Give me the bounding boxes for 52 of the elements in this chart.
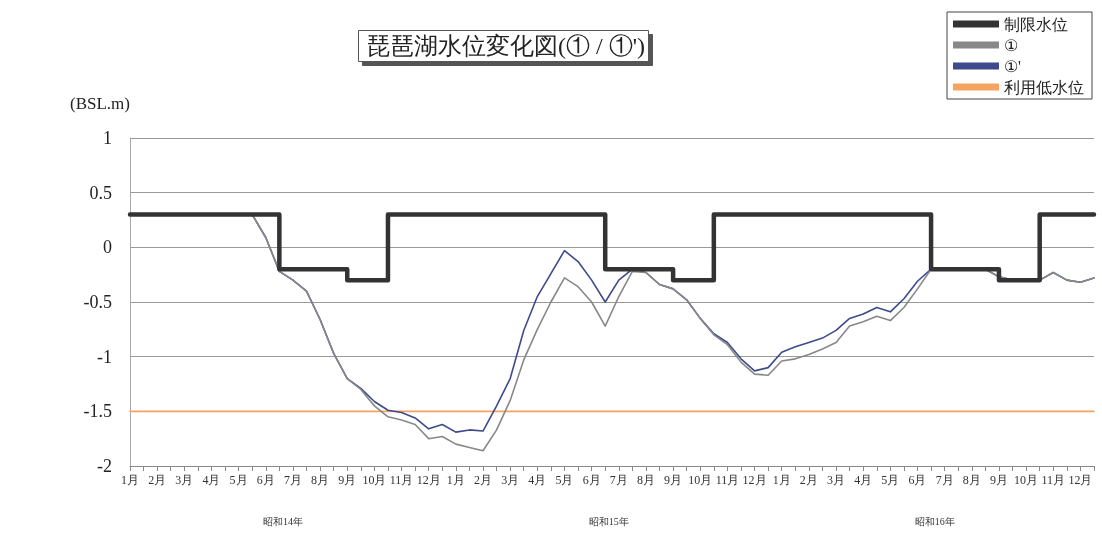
x-tick-label: 12月 bbox=[1068, 473, 1093, 487]
y-axis-title: (BSL.m) bbox=[70, 94, 130, 113]
x-tick-label: 10月 bbox=[1014, 473, 1039, 487]
y-tick-label: -1.5 bbox=[83, 401, 112, 422]
x-tick-label: 6月 bbox=[256, 473, 275, 487]
x-tick-label: 11月 bbox=[389, 473, 414, 487]
y-tick-label: 0 bbox=[103, 237, 112, 258]
legend-label: 利用低水位 bbox=[1004, 78, 1084, 96]
x-tick-label: 4月 bbox=[202, 473, 221, 487]
y-tick-label: -1 bbox=[97, 346, 112, 367]
x-tick-label: 4月 bbox=[528, 473, 547, 487]
y-tick-label: -2 bbox=[97, 456, 112, 476]
x-tick-label: 5月 bbox=[881, 473, 900, 487]
x-tick-label: 6月 bbox=[582, 473, 601, 487]
x-tick-label: 7月 bbox=[283, 473, 302, 487]
x-tick-label: 7月 bbox=[609, 473, 628, 487]
x-tick-label: 3月 bbox=[827, 473, 846, 487]
y-tick-label: -0.5 bbox=[83, 292, 112, 312]
x-tick-label: 12月 bbox=[416, 473, 441, 487]
y-tick-label: 0.5 bbox=[89, 182, 112, 203]
x-tick-label: 3月 bbox=[501, 473, 520, 487]
x-tick-label: 3月 bbox=[175, 473, 194, 487]
text: 昭和14年 bbox=[262, 515, 303, 527]
legend-label: ① bbox=[1004, 36, 1018, 54]
chart-title: 琵琶湖水位変化図(① / ①') bbox=[366, 33, 645, 59]
x-tick-label: 9月 bbox=[338, 473, 357, 487]
x-tick-label: 2月 bbox=[474, 473, 493, 487]
legend-label: ①' bbox=[1004, 57, 1021, 75]
y-tick-label: 1 bbox=[103, 128, 112, 148]
x-tick-label: 11月 bbox=[715, 473, 740, 487]
x-tick-label: 10月 bbox=[362, 473, 387, 487]
x-tick-label: 8月 bbox=[636, 473, 655, 487]
x-tick-label: 5月 bbox=[229, 473, 248, 487]
text: 昭和15年 bbox=[588, 515, 629, 527]
x-tick-label: 2月 bbox=[148, 473, 167, 487]
text: 昭和16年 bbox=[914, 515, 955, 527]
x-tick-label: 8月 bbox=[311, 473, 330, 487]
x-tick-label: 11月 bbox=[1041, 473, 1066, 487]
x-tick-label: 4月 bbox=[854, 473, 873, 487]
legend-label: 制限水位 bbox=[1004, 15, 1068, 33]
x-tick-label: 1月 bbox=[772, 473, 791, 487]
x-tick-label: 10月 bbox=[688, 473, 713, 487]
x-tick-label: 1月 bbox=[446, 473, 465, 487]
x-tick-label: 9月 bbox=[989, 473, 1008, 487]
x-tick-label: 2月 bbox=[799, 473, 818, 487]
x-tick-label: 1月 bbox=[121, 473, 139, 487]
x-tick-label: 7月 bbox=[935, 473, 954, 487]
x-tick-label: 12月 bbox=[742, 473, 767, 487]
x-tick-label: 6月 bbox=[908, 473, 927, 487]
x-tick-label: 8月 bbox=[962, 473, 981, 487]
x-tick-label: 5月 bbox=[555, 473, 574, 487]
x-tick-label: 9月 bbox=[664, 473, 683, 487]
